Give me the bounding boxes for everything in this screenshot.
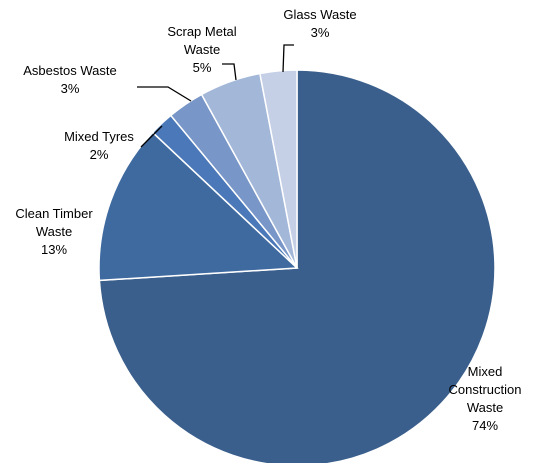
slice-name-line: Waste — [36, 224, 72, 239]
leader-line — [137, 86, 192, 102]
slice-name-line: Mixed Tyres — [64, 129, 134, 144]
slice-name-line: Construction — [449, 382, 522, 397]
slice-percent: 3% — [311, 25, 330, 40]
slice-percent: 13% — [41, 242, 67, 257]
pie-slices — [98, 69, 496, 463]
slice-name-line: Asbestos Waste — [23, 63, 116, 78]
slice-label: Glass Waste 3% — [283, 7, 356, 40]
slice-label: Asbestos Waste 3% — [23, 63, 116, 96]
slice-percent: 74% — [472, 418, 498, 433]
pie-slice-clean-timber-waste — [98, 131, 299, 282]
slice-name-line: Clean Timber — [15, 206, 93, 221]
slice-name-line: Waste — [184, 42, 220, 57]
slice-percent: 5% — [193, 60, 212, 75]
leader-line — [140, 125, 163, 148]
leader-lines — [137, 44, 294, 148]
slice-name-line: Waste — [467, 400, 503, 415]
slice-percent: 2% — [90, 147, 109, 162]
pie-slice-glass-waste — [259, 69, 298, 269]
slice-label: Mixed Construction Waste 74% — [449, 364, 522, 433]
slice-name-line: Glass Waste — [283, 7, 356, 22]
slice-name-line: Mixed — [468, 364, 503, 379]
slice-label: Scrap Metal Waste 5% — [167, 24, 236, 75]
slice-labels: Mixed Construction Waste 74% Clean Timber Was… — [15, 7, 521, 433]
leader-line — [282, 44, 294, 73]
slice-name-line: Scrap Metal — [167, 24, 236, 39]
slice-percent: 3% — [61, 81, 80, 96]
slice-label: Mixed Tyres 2% — [64, 129, 134, 162]
slice-label: Clean Timber Waste 13% — [15, 206, 93, 257]
leader-line — [222, 63, 237, 81]
